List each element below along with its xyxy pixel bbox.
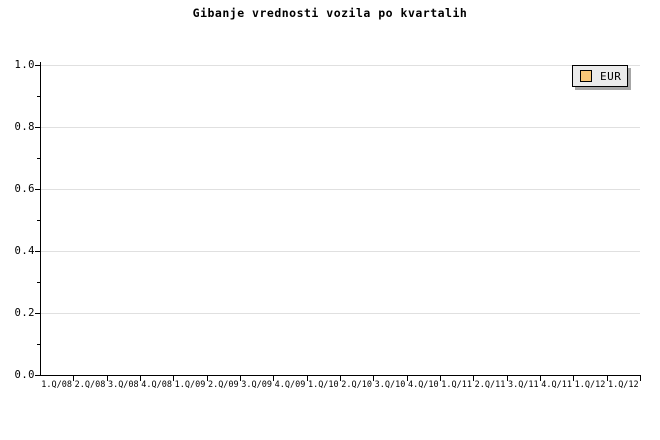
x-axis-tick bbox=[373, 376, 374, 381]
y-axis-minor-tick bbox=[37, 96, 40, 97]
x-axis-tick bbox=[73, 376, 74, 381]
legend: EUR bbox=[572, 65, 628, 87]
x-axis-tick-label: 1.Q/12 bbox=[574, 380, 606, 390]
x-axis-tick-label: 2.Q/08 bbox=[74, 380, 106, 390]
x-axis-tick-label: 4.Q/10 bbox=[407, 380, 439, 390]
gridline bbox=[41, 313, 640, 314]
x-axis-tick-label: 4.Q/11 bbox=[541, 380, 573, 390]
x-axis-tick bbox=[140, 376, 141, 381]
y-axis-minor-tick bbox=[37, 220, 40, 221]
x-axis-tick-label: 2.Q/11 bbox=[474, 380, 506, 390]
y-axis-minor-tick bbox=[37, 158, 40, 159]
x-axis-tick-label: 3.Q/09 bbox=[241, 380, 273, 390]
y-axis-major-tick bbox=[35, 127, 40, 128]
y-axis-minor-tick bbox=[37, 344, 40, 345]
y-axis-tick-label: 1.0 bbox=[14, 59, 35, 71]
legend-swatch-eur bbox=[580, 70, 592, 82]
y-axis-minor-tick bbox=[37, 282, 40, 283]
x-axis-tick-label: 1.Q/12 bbox=[607, 380, 639, 390]
x-axis-tick-label: 3.Q/08 bbox=[107, 380, 139, 390]
y-axis-tick-label: 0.8 bbox=[14, 121, 35, 133]
x-axis-tick bbox=[273, 376, 274, 381]
x-axis-tick-label: 2.Q/10 bbox=[341, 380, 373, 390]
chart-title: Gibanje vrednosti vozila po kvartalih bbox=[192, 6, 468, 20]
x-axis-tick bbox=[107, 376, 108, 381]
x-axis-tick bbox=[240, 376, 241, 381]
y-axis-line bbox=[40, 62, 41, 376]
x-axis-tick bbox=[340, 376, 341, 381]
x-axis-tick bbox=[307, 376, 308, 381]
x-axis-tick bbox=[407, 376, 408, 381]
y-axis-tick-label: 0.6 bbox=[14, 183, 35, 195]
x-axis-tick-label: 1.Q/11 bbox=[441, 380, 473, 390]
gridline bbox=[41, 189, 640, 190]
x-axis-tick-label: 3.Q/11 bbox=[507, 380, 539, 390]
legend-label: EUR bbox=[600, 69, 622, 83]
y-axis-major-tick bbox=[35, 189, 40, 190]
x-axis-tick bbox=[207, 376, 208, 381]
x-axis-tick-label: 3.Q/10 bbox=[374, 380, 406, 390]
x-axis-tick bbox=[607, 376, 608, 381]
x-axis-tick bbox=[640, 376, 641, 381]
x-axis-tick bbox=[173, 376, 174, 381]
x-axis-tick-label: 1.Q/08 bbox=[41, 380, 73, 390]
y-axis-tick-label: 0.4 bbox=[14, 245, 35, 257]
x-axis-tick-label: 1.Q/10 bbox=[307, 380, 339, 390]
gridline bbox=[41, 127, 640, 128]
y-axis-major-tick bbox=[35, 375, 40, 376]
x-axis-tick-label: 4.Q/09 bbox=[274, 380, 306, 390]
x-axis-line bbox=[40, 375, 641, 376]
y-axis-major-tick bbox=[35, 313, 40, 314]
gridline bbox=[41, 65, 640, 66]
y-axis-tick-label: 0.0 bbox=[14, 369, 35, 381]
y-axis-major-tick bbox=[35, 65, 40, 66]
y-axis-major-tick bbox=[35, 251, 40, 252]
x-axis-tick bbox=[507, 376, 508, 381]
x-axis-tick-label: 2.Q/09 bbox=[207, 380, 239, 390]
x-axis-tick bbox=[473, 376, 474, 381]
y-axis-tick-label: 0.2 bbox=[14, 307, 35, 319]
x-axis-tick bbox=[540, 376, 541, 381]
gridline bbox=[41, 251, 640, 252]
x-axis-tick bbox=[440, 376, 441, 381]
x-axis-tick-label: 1.Q/09 bbox=[174, 380, 206, 390]
x-axis-tick-label: 4.Q/08 bbox=[141, 380, 173, 390]
x-axis-tick bbox=[573, 376, 574, 381]
